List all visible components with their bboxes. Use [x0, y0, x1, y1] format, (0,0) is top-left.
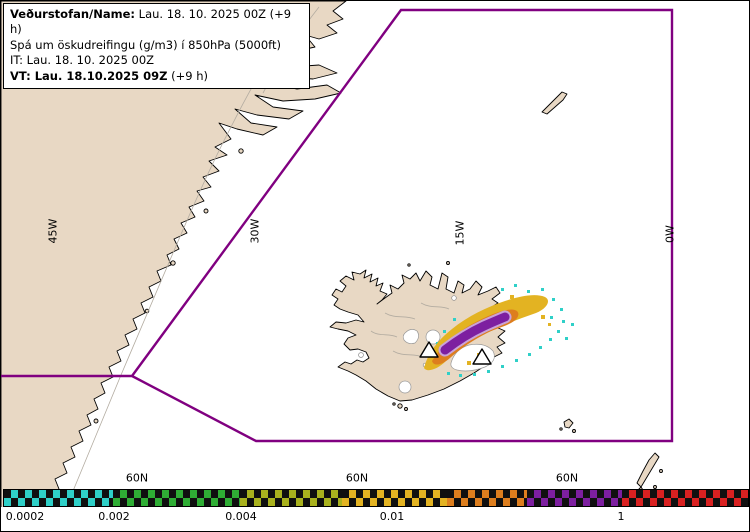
vestmannaeyjar-islands: [392, 402, 408, 411]
info-box: Veðurstofan/Name: Lau. 18. 10. 2025 00Z …: [3, 3, 310, 90]
north-iceland-islets: [407, 261, 450, 267]
colorbar-segment-orange: [447, 490, 527, 506]
jan-mayen-island: [541, 91, 568, 115]
colorbar-segment-purple: [527, 490, 622, 506]
initial-time: IT: Lau. 18. 10. 2025 00Z: [10, 53, 155, 68]
faroe-islands: [559, 418, 576, 433]
colorbar-segment-red: [622, 490, 748, 506]
colorbar-tick-label: 0.002: [98, 510, 130, 523]
issue-line: Veðurstofan/Name: Lau. 18. 10. 2025 00Z …: [10, 7, 303, 38]
issuer-label: Veðurstofan/Name:: [10, 7, 135, 21]
valid-time-offset: (+9 h): [167, 68, 208, 83]
hofsjokull-glacier: [425, 329, 441, 345]
greenland-landmass: [1, 1, 347, 531]
myrdalsjokull-glacier: [398, 380, 412, 394]
colorbar: [3, 489, 749, 507]
valid-time-line: VT: Lau. 18.10.2025 09Z (+9 h): [10, 69, 303, 84]
colorbar-tick-label: 0.0002: [5, 510, 45, 523]
forecast-area-boundary: [1, 8, 674, 443]
volcano-marker-icon: [419, 341, 439, 358]
colorbar-segment-green: [113, 490, 240, 506]
volcano-marker-icon: [472, 348, 492, 365]
colorbar-segment-yellow: [342, 490, 447, 506]
issue-time: Lau. 18. 10. 2025 00Z (+9 h): [10, 7, 292, 37]
greenland-islets: [93, 148, 244, 424]
colorbar-tick-label: 0.004: [225, 510, 257, 523]
colorbar-segment-olive: [240, 490, 342, 506]
valid-time: VT: Lau. 18.10.2025 09Z: [10, 68, 168, 83]
colorbar-segment-cyan: [4, 490, 113, 506]
ash-plume-high: [440, 312, 510, 355]
product-title: Spá um öskudreifingu (g/m3) í 850hPa (50…: [10, 37, 282, 52]
colorbar-tick-label: 0.01: [379, 510, 405, 523]
ash-plume-low-specks: [436, 284, 574, 377]
colorbar-labels: 0.0002 0.002 0.004 0.01 1: [1, 507, 749, 531]
colorbar-tick-label: 1: [617, 510, 625, 523]
volcano-markers: [419, 341, 492, 365]
langjokull-glacier: [402, 329, 419, 344]
